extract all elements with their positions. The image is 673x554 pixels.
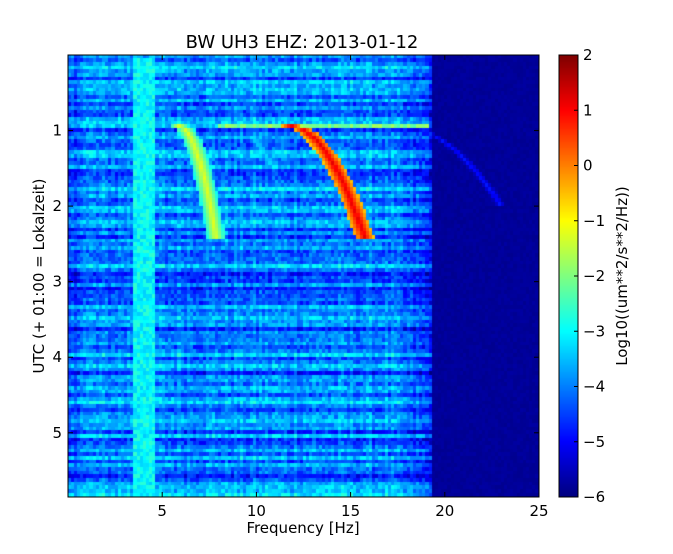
colorbar-tick-label: −2	[583, 267, 605, 285]
colorbar-gradient	[559, 55, 578, 497]
colorbar-tick-label: 0	[583, 157, 593, 175]
y-axis: 1 2 3 4 5	[52, 122, 539, 442]
colorbar: 2 1 0 −1 −2 −3 −4 −5 −6 Log10((um**2/s**2/Hz))	[558, 46, 631, 506]
chart-title: BW UH3 EHZ: 2013-01-12	[186, 32, 419, 53]
colorbar-tick-label: −5	[583, 433, 605, 451]
plot-area	[67, 54, 540, 498]
x-axis: 5 10 15 20 25	[157, 55, 549, 520]
y-tick-label: 3	[52, 273, 62, 291]
x-tick-label: 15	[341, 502, 360, 520]
colorbar-tick-label: 1	[583, 101, 593, 119]
colorbar-tick-label: −3	[583, 322, 605, 340]
y-tick-label: 2	[52, 197, 62, 215]
colorbar-tick-label: −6	[583, 488, 605, 506]
spectrogram-heatmap	[68, 55, 539, 497]
colorbar-tick-label: −4	[583, 378, 605, 396]
y-tick-label: 5	[52, 424, 62, 442]
colorbar-ticks: 2 1 0 −1 −2 −3 −4 −5 −6	[574, 46, 605, 506]
x-tick-label: 25	[529, 502, 548, 520]
y-axis-label: UTC (+ 01:00 = Lokalzeit)	[30, 178, 48, 373]
x-axis-label: Frequency [Hz]	[246, 519, 359, 537]
x-tick-label: 5	[157, 502, 167, 520]
y-tick-label: 4	[52, 348, 62, 366]
colorbar-label: Log10((um**2/s**2/Hz))	[613, 186, 631, 366]
x-tick-label: 10	[247, 502, 266, 520]
colorbar-tick-label: 2	[583, 46, 593, 64]
plot-frame	[67, 54, 540, 498]
x-tick-label: 20	[435, 502, 454, 520]
colorbar-tick-label: −1	[583, 212, 605, 230]
y-tick-label: 1	[52, 122, 62, 140]
